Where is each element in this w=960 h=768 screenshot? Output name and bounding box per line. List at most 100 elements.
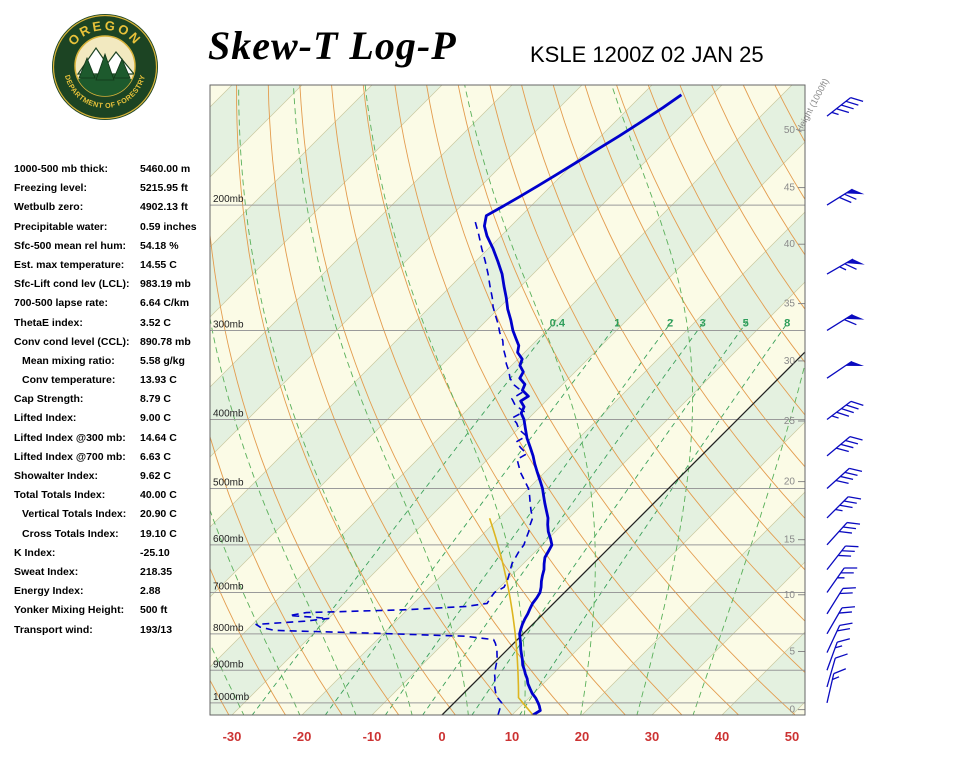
odf-logo-svg: OREGON DEPARTMENT OF FORESTRY	[52, 14, 158, 120]
pressure-label: 1000mb	[213, 692, 250, 703]
stat-row: Transport wind: 193/13	[14, 624, 210, 643]
temp-axis-label: 0	[438, 729, 445, 744]
height-label: 15	[784, 535, 796, 546]
stat-label: Lifted Index @700 mb:	[14, 450, 126, 463]
wind-barbs	[826, 96, 865, 704]
stat-row: Lifted Index @700 mb: 6.63 C	[14, 451, 210, 470]
stat-value: 9.00 C	[140, 412, 171, 425]
stat-row: Freezing level: 5215.95 ft	[14, 182, 210, 201]
stat-label: Lifted Index:	[14, 412, 77, 425]
odf-logo: OREGON DEPARTMENT OF FORESTRY	[50, 12, 160, 122]
stat-value: 4902.13 ft	[140, 201, 188, 214]
stat-value: 983.19 mb	[140, 278, 191, 291]
stat-row: Cap Strength: 8.79 C	[14, 393, 210, 412]
dry-adiabats	[210, 85, 805, 715]
stat-row: Showalter Index: 9.62 C	[14, 470, 210, 489]
stat-value: 19.10 C	[140, 527, 177, 540]
stat-row: Precipitable water: 0.59 inches	[14, 221, 210, 240]
stat-value: 0.59 inches	[140, 220, 197, 233]
stat-value: 193/13	[140, 623, 173, 636]
dewpoint-line	[255, 219, 534, 715]
stat-label: Conv temperature:	[22, 374, 116, 387]
stat-row: Sfc-Lift cond lev (LCL): 983.19 mb	[14, 278, 210, 297]
stat-value: 6.63 C	[140, 450, 171, 463]
stat-label: Total Totals Index:	[14, 489, 106, 502]
stat-label: Est. max temperature:	[14, 258, 125, 271]
stat-label: Sfc-500 mean rel hum:	[14, 239, 127, 252]
wind-barb	[826, 496, 862, 519]
stat-row: Lifted Index: 9.00 C	[14, 412, 210, 431]
pressure-labels: 200mb 300mb 400mb 500mb 600mb 700mb 800mb 900mb…	[213, 194, 250, 703]
stat-label: Wetbulb zero:	[14, 201, 84, 214]
pressure-label: 300mb	[213, 319, 244, 330]
stat-value: -25.10	[140, 546, 170, 559]
height-label: 20	[784, 477, 796, 488]
height-label: 25	[784, 416, 796, 427]
temp-axis-label: -10	[363, 729, 382, 744]
stat-row: Cross Totals Index: 19.10 C	[14, 528, 210, 547]
stat-value: 8.79 C	[140, 393, 171, 406]
stat-label: Lifted Index @300 mb:	[14, 431, 126, 444]
pressure-label: 900mb	[213, 659, 244, 670]
wind-barb	[826, 545, 859, 571]
stat-row: K Index: -25.10	[14, 547, 210, 566]
tree-icon	[78, 56, 96, 79]
stat-label: Precipitable water:	[14, 220, 108, 233]
stat-row: Energy Index: 2.88	[14, 585, 210, 604]
mixing-ratio-labels: 0.4 1 2 3 5 8	[550, 317, 791, 329]
mixing-ratio-label: 0.4	[550, 317, 566, 329]
stat-value: 14.64 C	[140, 431, 177, 444]
mixing-ratio-label: 8	[784, 317, 790, 329]
wind-barb	[826, 521, 861, 546]
stat-row: Lifted Index @300 mb: 14.64 C	[14, 432, 210, 451]
wind-barb	[826, 638, 850, 671]
stat-label: Freezing level:	[14, 182, 87, 195]
mixing-ratio-label: 1	[614, 317, 620, 329]
stat-label: Transport wind:	[14, 623, 93, 636]
stat-value: 5215.95 ft	[140, 182, 188, 195]
zero-isotherm	[441, 351, 805, 715]
mixing-ratio-label: 5	[743, 317, 749, 329]
stat-label: Conv cond level (CCL):	[14, 335, 130, 348]
height-label: 5	[789, 647, 795, 658]
stat-value: 2.88	[140, 585, 161, 598]
stat-value: 20.90 C	[140, 508, 177, 521]
stat-value: 9.62 C	[140, 470, 171, 482]
pressure-label: 600mb	[213, 534, 244, 545]
stat-value: 218.35	[140, 565, 173, 578]
stat-label: 1000-500 mb thick:	[14, 163, 108, 175]
stat-label: 700-500 lapse rate:	[14, 297, 108, 310]
temp-axis-label: -30	[223, 729, 242, 744]
height-label: 45	[784, 183, 796, 194]
height-label: 0	[789, 705, 795, 716]
stat-label: Sfc-Lift cond lev (LCL):	[14, 278, 130, 291]
wind-barb	[826, 668, 847, 704]
stat-row: Vertical Totals Index: 20.90 C	[14, 508, 210, 527]
wind-barb	[826, 467, 863, 489]
temp-axis-labels: -30 -20 -10 0 10 20 30 40 50	[223, 729, 800, 744]
stat-label: K Index:	[14, 546, 56, 559]
mixing-ratio-label: 3	[700, 317, 706, 329]
pressure-label: 700mb	[213, 582, 244, 593]
wind-barb	[826, 188, 865, 206]
stat-label: Mean mixing ratio:	[22, 354, 115, 367]
stat-label: Energy Index:	[14, 585, 84, 598]
stat-value: 54.18 %	[140, 239, 179, 252]
pressure-label: 200mb	[213, 194, 244, 205]
stat-value: 5.58 g/kg	[140, 354, 185, 367]
temperature-line	[483, 93, 683, 715]
stat-row: Sfc-500 mean rel hum: 54.18 %	[14, 240, 210, 259]
stats-panel: 1000-500 mb thick: 5460.00 m Freezing leve…	[14, 163, 210, 643]
height-label: 50	[784, 125, 796, 136]
stat-value: 890.78 mb	[140, 335, 191, 348]
stat-row: Sweat Index: 218.35	[14, 566, 210, 585]
pressure-label: 500mb	[213, 477, 244, 488]
wind-barb	[826, 587, 856, 615]
wind-barb	[826, 653, 848, 688]
stat-value: 40.00 C	[140, 489, 177, 502]
stat-label: Sweat Index:	[14, 565, 79, 578]
stat-row: 700-500 lapse rate: 6.64 C/km	[14, 297, 210, 316]
height-label: 10	[784, 590, 796, 601]
stat-label: Vertical Totals Index:	[22, 508, 127, 521]
